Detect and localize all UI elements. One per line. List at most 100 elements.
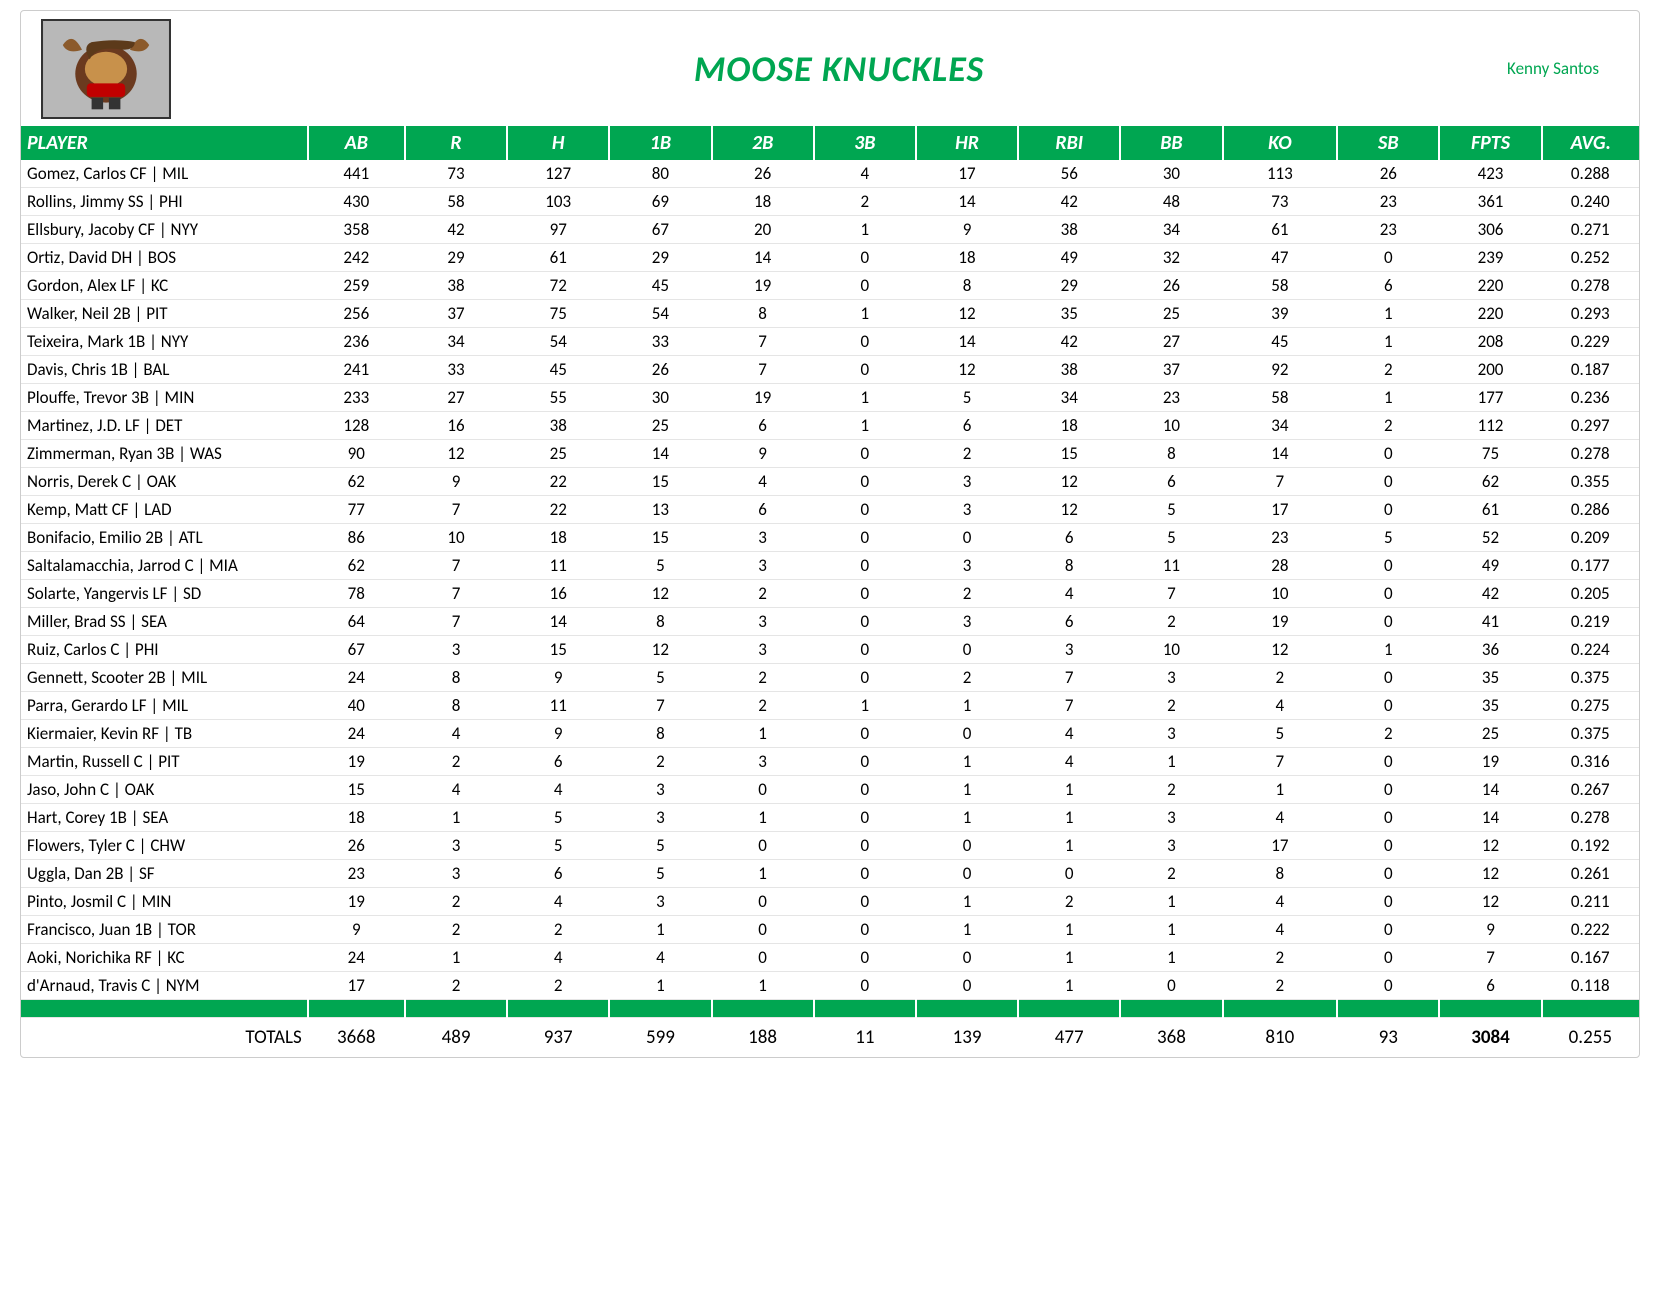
cell-3b: 0 bbox=[814, 524, 916, 552]
cell-hr: 1 bbox=[916, 916, 1018, 944]
cell-1b: 33 bbox=[609, 328, 711, 356]
cell-sb: 0 bbox=[1337, 916, 1439, 944]
cell-hr: 9 bbox=[916, 216, 1018, 244]
cell-hr: 1 bbox=[916, 804, 1018, 832]
cell-ko: 1 bbox=[1223, 776, 1338, 804]
cell-player: Pinto, Josmil C | MIN bbox=[21, 888, 308, 916]
cell-avg: 0.286 bbox=[1542, 496, 1639, 524]
cell-bb: 3 bbox=[1120, 720, 1222, 748]
cell-r: 42 bbox=[405, 216, 507, 244]
cell-ab: 241 bbox=[308, 356, 405, 384]
cell-2b: 14 bbox=[712, 244, 814, 272]
cell-r: 7 bbox=[405, 580, 507, 608]
cell-1b: 1 bbox=[609, 916, 711, 944]
cell-player: Davis, Chris 1B | BAL bbox=[21, 356, 308, 384]
cell-hr: 12 bbox=[916, 356, 1018, 384]
table-row: Francisco, Juan 1B | TOR9221001114090.22… bbox=[21, 916, 1639, 944]
table-row: Miller, Brad SS | SEA64714830362190410.2… bbox=[21, 608, 1639, 636]
cell-ko: 113 bbox=[1223, 160, 1338, 188]
cell-fpts: 239 bbox=[1439, 244, 1541, 272]
cell-ko: 47 bbox=[1223, 244, 1338, 272]
cell-h: 22 bbox=[507, 496, 609, 524]
cell-player: Miller, Brad SS | SEA bbox=[21, 608, 308, 636]
cell-hr: 8 bbox=[916, 272, 1018, 300]
cell-player: Gennett, Scooter 2B | MIL bbox=[21, 664, 308, 692]
cell-h: 2 bbox=[507, 972, 609, 1000]
cell-avg: 0.229 bbox=[1542, 328, 1639, 356]
cell-h: 11 bbox=[507, 692, 609, 720]
total-player: TOTALS bbox=[21, 1018, 308, 1058]
cell-bb: 2 bbox=[1120, 608, 1222, 636]
cell-player: Hart, Corey 1B | SEA bbox=[21, 804, 308, 832]
cell-ko: 39 bbox=[1223, 300, 1338, 328]
cell-r: 38 bbox=[405, 272, 507, 300]
cell-3b: 0 bbox=[814, 496, 916, 524]
cell-1b: 5 bbox=[609, 832, 711, 860]
cell-avg: 0.278 bbox=[1542, 804, 1639, 832]
cell-fpts: 14 bbox=[1439, 776, 1541, 804]
cell-1b: 13 bbox=[609, 496, 711, 524]
table-row: Hart, Corey 1B | SEA181531011340140.278 bbox=[21, 804, 1639, 832]
cell-3b: 0 bbox=[814, 888, 916, 916]
cell-ko: 2 bbox=[1223, 972, 1338, 1000]
cell-fpts: 7 bbox=[1439, 944, 1541, 972]
cell-player: Solarte, Yangervis LF | SD bbox=[21, 580, 308, 608]
cell-bb: 2 bbox=[1120, 860, 1222, 888]
col-fpts: FPTS bbox=[1439, 126, 1541, 160]
cell-fpts: 12 bbox=[1439, 860, 1541, 888]
cell-ab: 128 bbox=[308, 412, 405, 440]
cell-3b: 0 bbox=[814, 944, 916, 972]
cell-rbi: 6 bbox=[1018, 524, 1120, 552]
cell-sb: 0 bbox=[1337, 552, 1439, 580]
table-row: Teixeira, Mark 1B | NYY23634543370144227… bbox=[21, 328, 1639, 356]
cell-r: 34 bbox=[405, 328, 507, 356]
col-player: PLAYER bbox=[21, 126, 308, 160]
cell-ab: 17 bbox=[308, 972, 405, 1000]
cell-sb: 0 bbox=[1337, 580, 1439, 608]
cell-2b: 7 bbox=[712, 356, 814, 384]
cell-3b: 0 bbox=[814, 860, 916, 888]
cell-ab: 19 bbox=[308, 748, 405, 776]
cell-ko: 73 bbox=[1223, 188, 1338, 216]
cell-bb: 48 bbox=[1120, 188, 1222, 216]
cell-1b: 69 bbox=[609, 188, 711, 216]
cell-hr: 2 bbox=[916, 664, 1018, 692]
table-row: Jaso, John C | OAK154430011210140.267 bbox=[21, 776, 1639, 804]
cell-r: 7 bbox=[405, 552, 507, 580]
cell-bb: 11 bbox=[1120, 552, 1222, 580]
cell-player: d'Arnaud, Travis C | NYM bbox=[21, 972, 308, 1000]
cell-avg: 0.222 bbox=[1542, 916, 1639, 944]
cell-fpts: 25 bbox=[1439, 720, 1541, 748]
cell-hr: 3 bbox=[916, 608, 1018, 636]
total-sb: 93 bbox=[1337, 1018, 1439, 1058]
cell-2b: 2 bbox=[712, 692, 814, 720]
cell-bb: 25 bbox=[1120, 300, 1222, 328]
owner-name: Kenny Santos bbox=[1507, 58, 1619, 79]
cell-fpts: 12 bbox=[1439, 888, 1541, 916]
cell-2b: 9 bbox=[712, 440, 814, 468]
cell-r: 3 bbox=[405, 832, 507, 860]
cell-ab: 24 bbox=[308, 944, 405, 972]
cell-fpts: 35 bbox=[1439, 664, 1541, 692]
cell-sb: 2 bbox=[1337, 720, 1439, 748]
cell-h: 75 bbox=[507, 300, 609, 328]
cell-3b: 1 bbox=[814, 384, 916, 412]
table-row: Ruiz, Carlos C | PHI6731512300310121360.… bbox=[21, 636, 1639, 664]
cell-player: Ellsbury, Jacoby CF | NYY bbox=[21, 216, 308, 244]
table-row: Gordon, Alex LF | KC25938724519082926586… bbox=[21, 272, 1639, 300]
cell-1b: 25 bbox=[609, 412, 711, 440]
cell-fpts: 423 bbox=[1439, 160, 1541, 188]
cell-avg: 0.297 bbox=[1542, 412, 1639, 440]
cell-ab: 24 bbox=[308, 720, 405, 748]
cell-r: 2 bbox=[405, 972, 507, 1000]
total-1b: 599 bbox=[609, 1018, 711, 1058]
cell-h: 9 bbox=[507, 720, 609, 748]
cell-rbi: 12 bbox=[1018, 468, 1120, 496]
cell-r: 33 bbox=[405, 356, 507, 384]
cell-hr: 3 bbox=[916, 552, 1018, 580]
cell-hr: 1 bbox=[916, 776, 1018, 804]
cell-3b: 2 bbox=[814, 188, 916, 216]
cell-rbi: 1 bbox=[1018, 944, 1120, 972]
cell-1b: 7 bbox=[609, 692, 711, 720]
cell-r: 3 bbox=[405, 860, 507, 888]
